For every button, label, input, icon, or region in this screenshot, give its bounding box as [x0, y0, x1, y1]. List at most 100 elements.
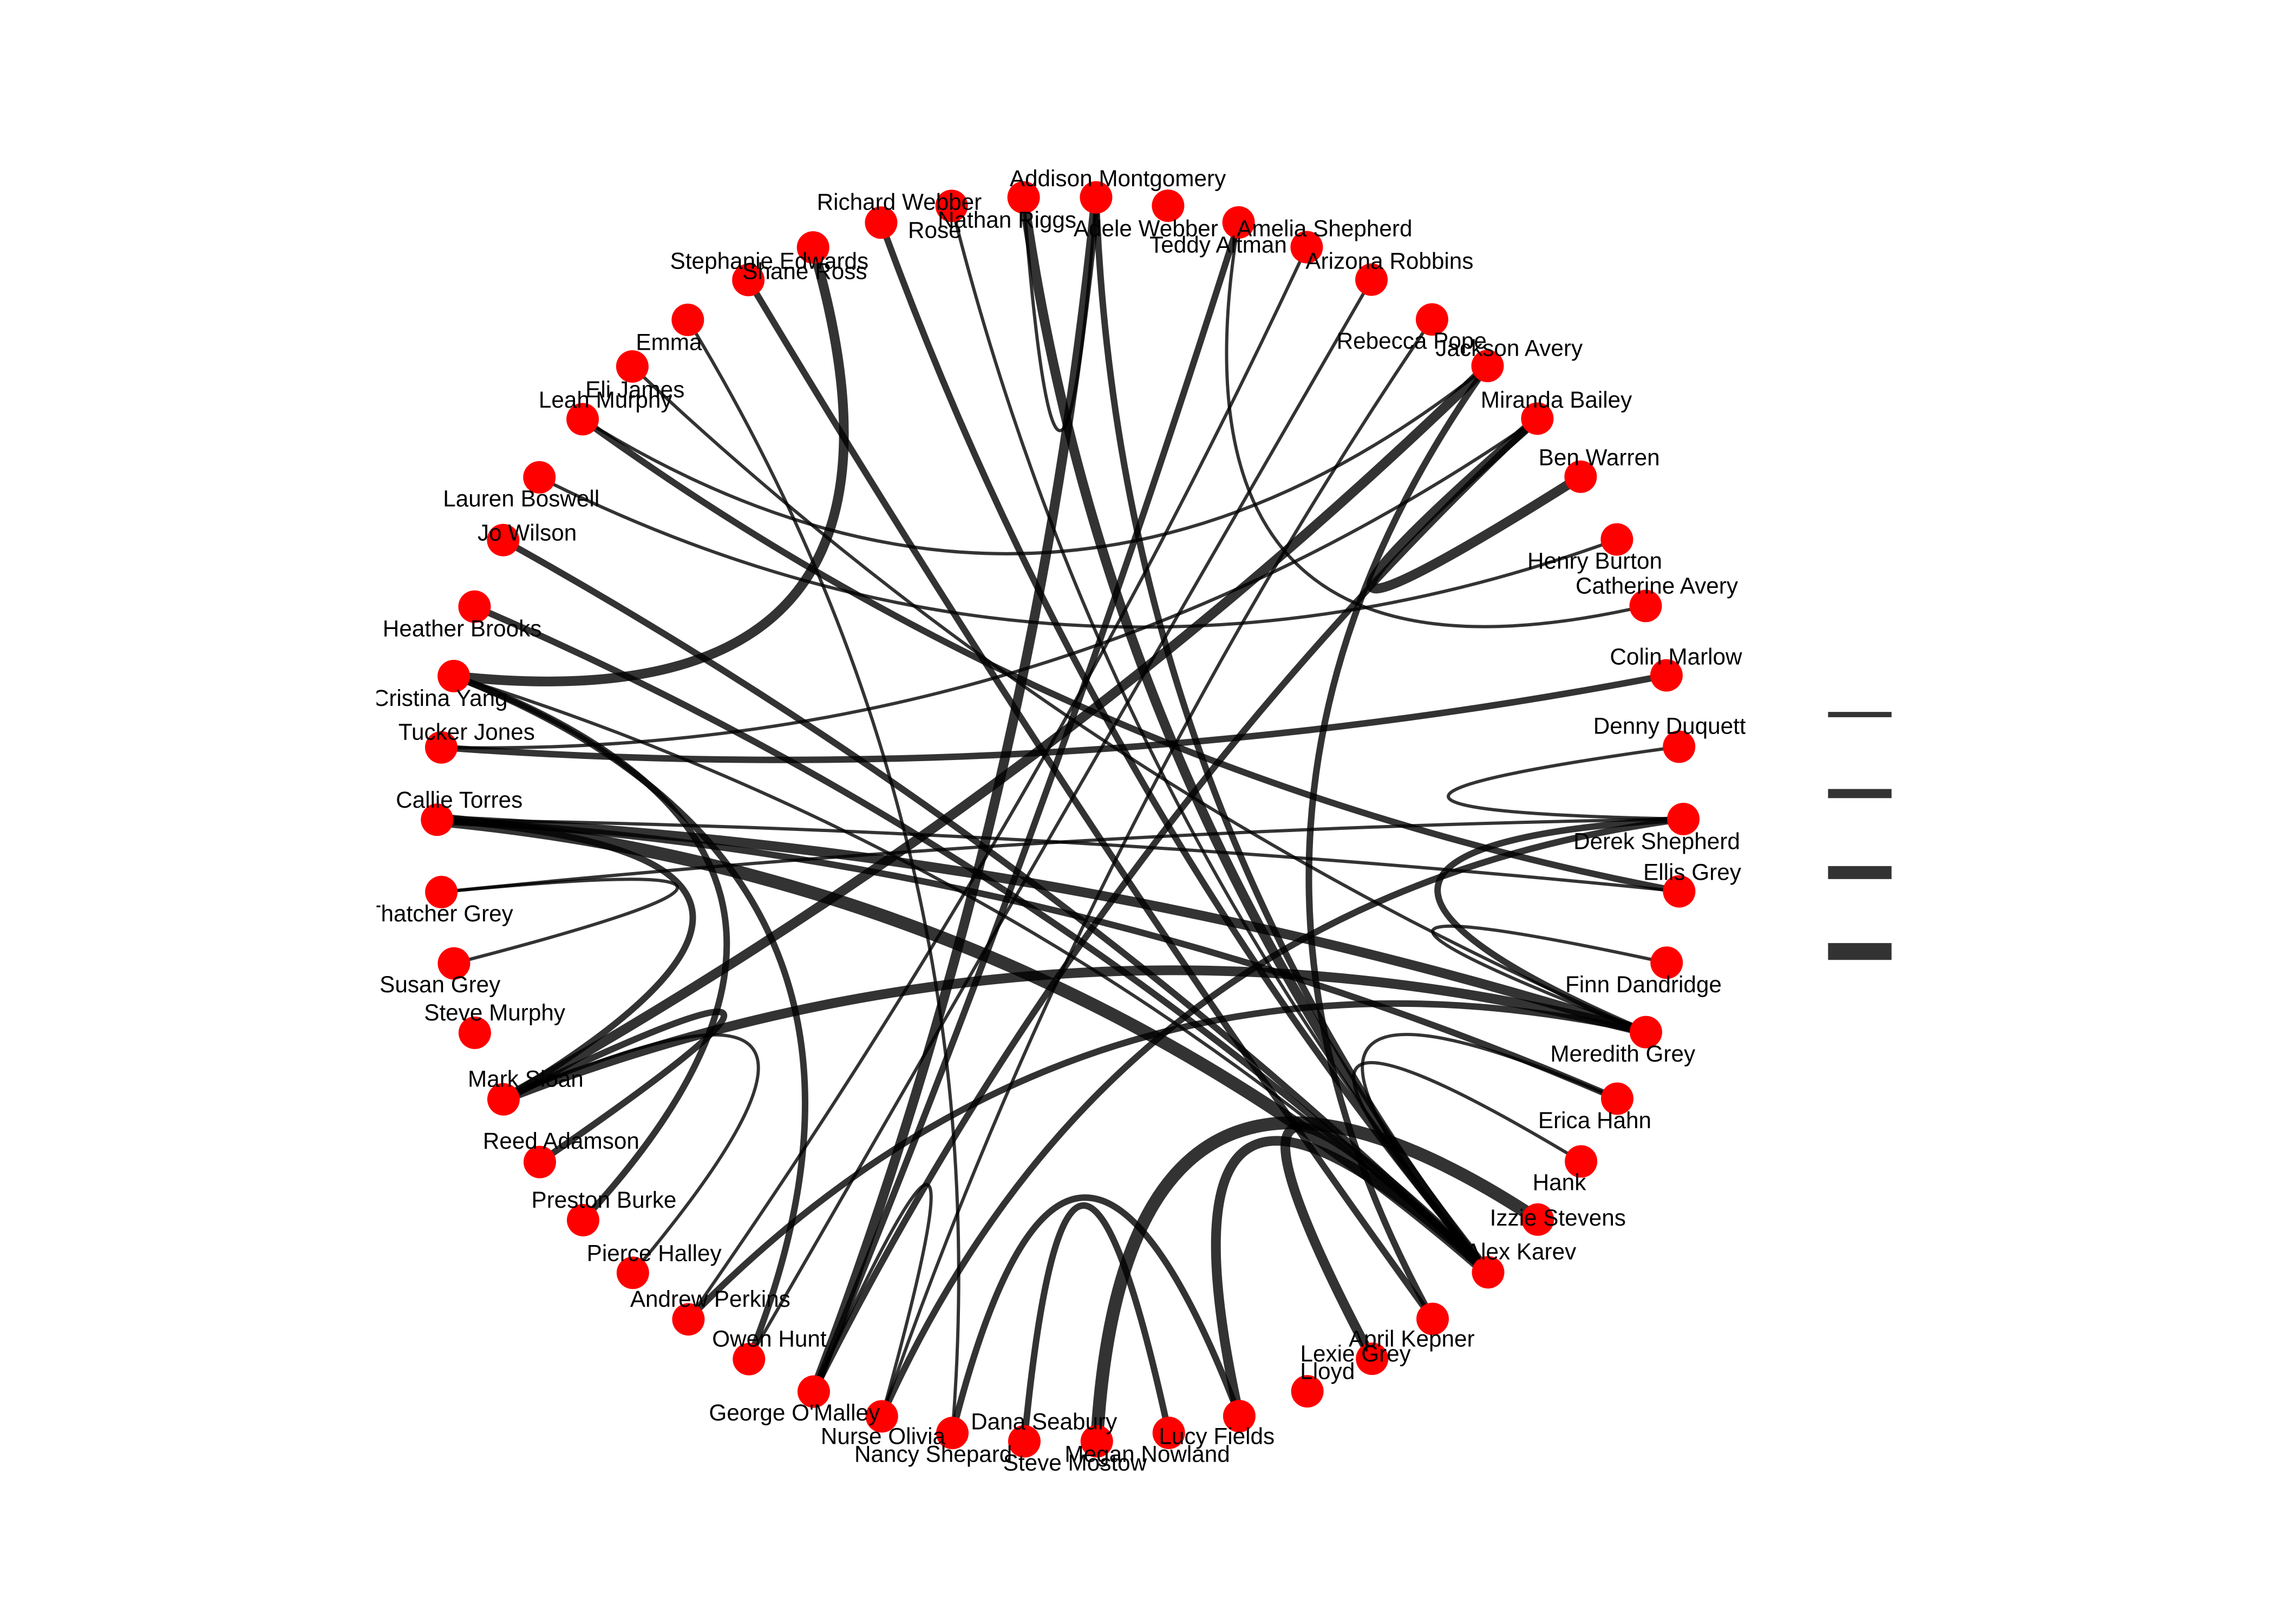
node	[487, 1083, 520, 1116]
edge	[436, 815, 1648, 1037]
node	[1564, 460, 1597, 493]
node-label: Thatcher Grey	[367, 901, 514, 926]
edge	[436, 816, 696, 1102]
node-label: Addison Montgomery	[1010, 166, 1226, 191]
node-label: Teddy Altman	[1149, 232, 1287, 258]
edge	[747, 279, 1373, 1360]
node-label: Nathan Riggs	[938, 207, 1076, 232]
node-label: Reed Adamson	[483, 1128, 639, 1154]
node-label: Derek Shepherd	[1573, 828, 1740, 854]
edge	[501, 965, 1648, 1104]
legend	[1828, 712, 1892, 960]
node	[566, 403, 599, 436]
node	[616, 350, 649, 383]
node-label: Heather Brooks	[383, 616, 542, 641]
node-label: Steve Mostow	[1003, 1450, 1147, 1476]
node-label: Stephanie Edwards	[670, 248, 869, 274]
node-label: Nurse Olivia	[821, 1424, 946, 1449]
node	[1152, 189, 1185, 222]
node-label: Andrew Perkins	[630, 1286, 790, 1312]
node	[1007, 181, 1040, 214]
node	[1600, 523, 1633, 556]
edge	[879, 816, 1684, 1418]
edge	[745, 278, 1435, 1321]
node-label: Catherine Avery	[1576, 573, 1739, 599]
node	[1663, 730, 1696, 763]
node	[1080, 181, 1113, 214]
edge	[1090, 1116, 1541, 1442]
node	[437, 659, 471, 692]
node-label: Adele Webber	[1074, 216, 1218, 241]
node-label: Preston Burke	[532, 1187, 677, 1213]
node-label: Meredith Grey	[1550, 1041, 1696, 1066]
node	[672, 1303, 705, 1336]
node	[936, 1417, 969, 1450]
edge	[501, 537, 1491, 1275]
node	[1152, 1416, 1185, 1449]
edge	[686, 319, 960, 1433]
node-label: Tucker Jones	[398, 719, 535, 745]
node-label: Izzie Stevens	[1490, 1205, 1626, 1230]
node-label: Lloyd	[1300, 1359, 1355, 1384]
node-label: Hank	[1533, 1169, 1587, 1195]
edge	[1022, 197, 1098, 433]
node	[671, 303, 704, 336]
edge	[949, 1194, 1243, 1434]
node-label: Arizona Robbins	[1305, 248, 1473, 274]
node-label: George O'Malley	[709, 1400, 880, 1425]
edge	[441, 417, 1539, 750]
edge	[811, 416, 1540, 1393]
node	[1629, 1016, 1662, 1049]
node-label: Jackson Avery	[1435, 336, 1583, 361]
node	[1650, 659, 1683, 692]
node-label: Callie Torres	[396, 787, 522, 813]
node-label: Alex Karev	[1466, 1239, 1576, 1265]
node-label: Cristina Yang	[373, 685, 508, 711]
node	[1667, 802, 1700, 835]
node	[1471, 350, 1504, 383]
node	[1472, 1256, 1505, 1289]
node	[1290, 231, 1323, 264]
node	[732, 264, 765, 297]
node-label: Susan Grey	[380, 972, 501, 997]
edge	[880, 318, 1434, 1417]
node-label: Eli James	[585, 377, 684, 402]
node-label: Leah Murphy	[539, 387, 673, 412]
node-label: Nancy Shepard	[854, 1441, 1012, 1466]
node-label: Ellis Grey	[1643, 860, 1742, 885]
node	[487, 523, 520, 556]
node-label: Miranda Bailey	[1481, 387, 1632, 412]
node-label: Richard Webber	[817, 189, 982, 215]
edge	[1434, 815, 1684, 1036]
edge	[631, 365, 1647, 1034]
node-label: Owen Hunt	[712, 1326, 827, 1352]
edge	[441, 817, 1684, 894]
node	[1291, 1375, 1324, 1408]
edge	[1021, 1202, 1172, 1442]
node-label: Pierce Halley	[587, 1240, 722, 1266]
node	[1600, 1082, 1633, 1115]
edge	[538, 476, 1618, 629]
node	[566, 1203, 599, 1236]
node-label: Shane Ross	[742, 259, 867, 284]
node	[1521, 402, 1554, 435]
edge	[686, 1000, 1647, 1322]
node	[1355, 263, 1388, 296]
edge	[1305, 364, 1491, 1321]
node-label: Emma	[636, 330, 702, 355]
edge	[453, 673, 730, 1223]
node	[1521, 1203, 1554, 1236]
edge	[1211, 1136, 1492, 1417]
node	[458, 590, 491, 623]
edge	[1225, 222, 1646, 628]
node	[1222, 206, 1255, 239]
node	[865, 1400, 898, 1433]
node-label: Rose	[908, 217, 962, 243]
node	[523, 461, 556, 494]
node	[1080, 1425, 1113, 1458]
node	[733, 1343, 766, 1376]
node-label: Mark Sloan	[468, 1066, 584, 1092]
edge	[1447, 745, 1684, 821]
node-label: Finn Dandridge	[1565, 972, 1722, 997]
node	[1663, 875, 1696, 908]
